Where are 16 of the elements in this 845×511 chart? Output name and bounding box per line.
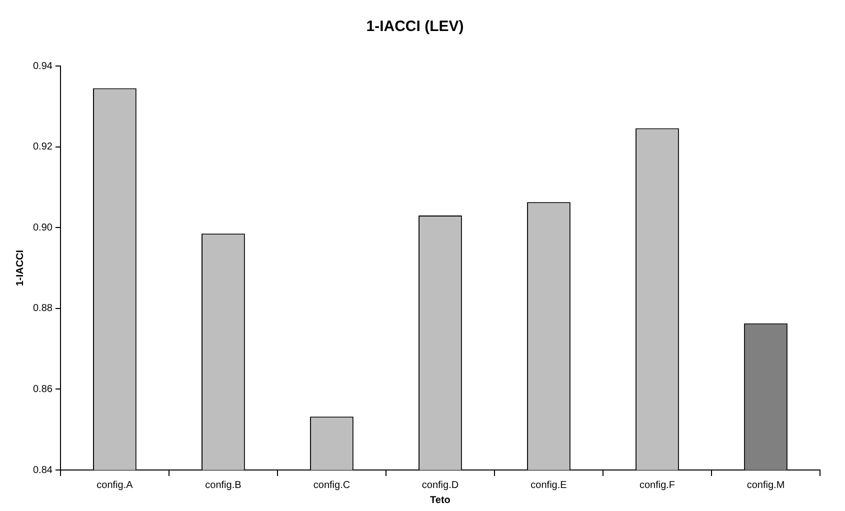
y-axis-title: 1-IACCI bbox=[14, 250, 26, 286]
x-tick-label: config.A bbox=[96, 480, 134, 491]
y-tick-label: 0.90 bbox=[32, 222, 53, 234]
x-axis-title: Teto bbox=[430, 494, 450, 506]
y-tick-label: 0.92 bbox=[32, 142, 53, 153]
y-tick-label: 0.84 bbox=[32, 464, 53, 476]
x-tick-label: config.C bbox=[313, 480, 350, 491]
y-tick-label: 0.88 bbox=[32, 303, 53, 314]
x-tick-label: config.B bbox=[205, 480, 242, 491]
x-tick-label: config.F bbox=[639, 480, 676, 491]
chart-title: 1-IACCI (LEV) bbox=[366, 18, 464, 36]
y-tick-label: 0.94 bbox=[32, 60, 53, 72]
x-tick-label: config.D bbox=[422, 480, 459, 491]
x-tick-label: config.E bbox=[530, 480, 568, 491]
x-tick-label: config.M bbox=[746, 480, 785, 491]
y-tick-label: 0.86 bbox=[32, 384, 53, 395]
